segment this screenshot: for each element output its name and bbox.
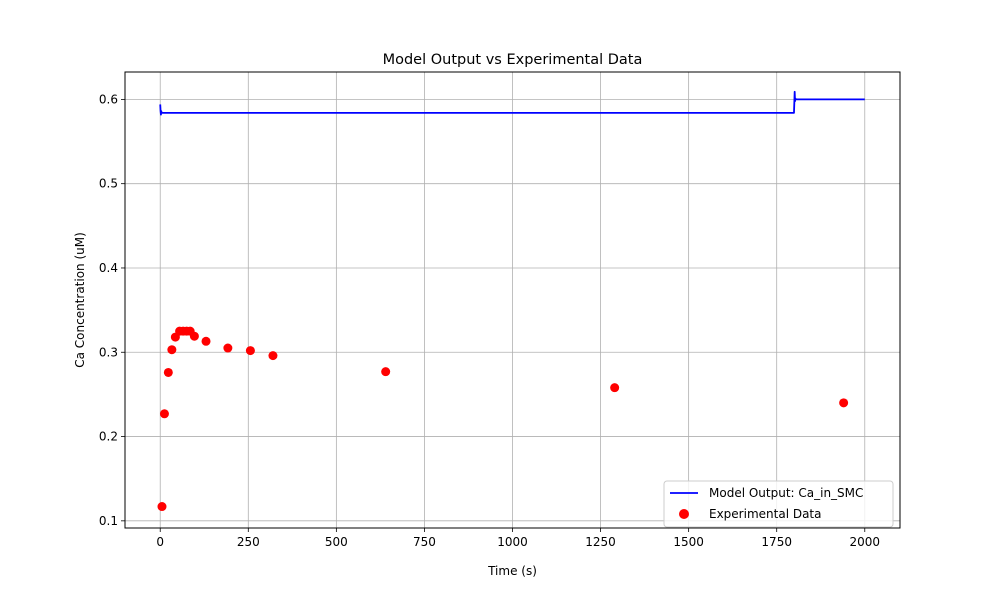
y-tick-label: 0.5 [99,177,118,191]
y-tick-label: 0.2 [99,430,118,444]
y-tick-label: 0.4 [99,261,118,275]
experimental-data-point [157,502,167,512]
x-tick-label: 500 [325,535,348,549]
legend-box [663,480,894,528]
legend-label-experimental: Experimental Data [709,507,822,521]
y-axis-label: Ca Concentration (uM) [73,232,87,368]
legend-marker-swatch [679,509,689,519]
legend: Model Output: Ca_in_SMC Experimental Dat… [663,480,894,528]
experimental-data-point [223,343,233,353]
experimental-data-point [201,336,211,346]
legend-label-model: Model Output: Ca_in_SMC [709,486,863,500]
ticks: 0 250 500 750 1000 1250 1500 1750 2000 0.1 0.2 0.3 0… [99,92,880,549]
experimental-data-point [245,346,255,356]
experimental-data-point [167,345,177,355]
x-tick-label: 250 [237,535,260,549]
x-tick-label: 750 [413,535,436,549]
experimental-data-point [381,367,391,377]
x-axis-label: Time (s) [487,564,537,578]
x-tick-label: 2000 [849,535,880,549]
experimental-data-point [839,398,849,408]
y-tick-label: 0.1 [99,514,118,528]
x-tick-label: 1500 [673,535,704,549]
x-tick-label: 0 [156,535,164,549]
x-tick-label: 1250 [585,535,616,549]
x-tick-label: 1000 [497,535,528,549]
experimental-data-point [189,331,199,341]
chart-title: Model Output vs Experimental Data [383,52,643,68]
y-tick-label: 0.6 [99,92,118,106]
grid [125,72,900,528]
model-output-line [159,90,865,116]
y-tick-label: 0.3 [99,345,118,359]
experimental-data-point [159,409,169,419]
experimental-data-point [268,351,278,361]
series-layer [157,90,865,512]
x-tick-label: 1750 [761,535,792,549]
experimental-data-point [163,367,173,377]
experimental-data-point [610,383,620,393]
